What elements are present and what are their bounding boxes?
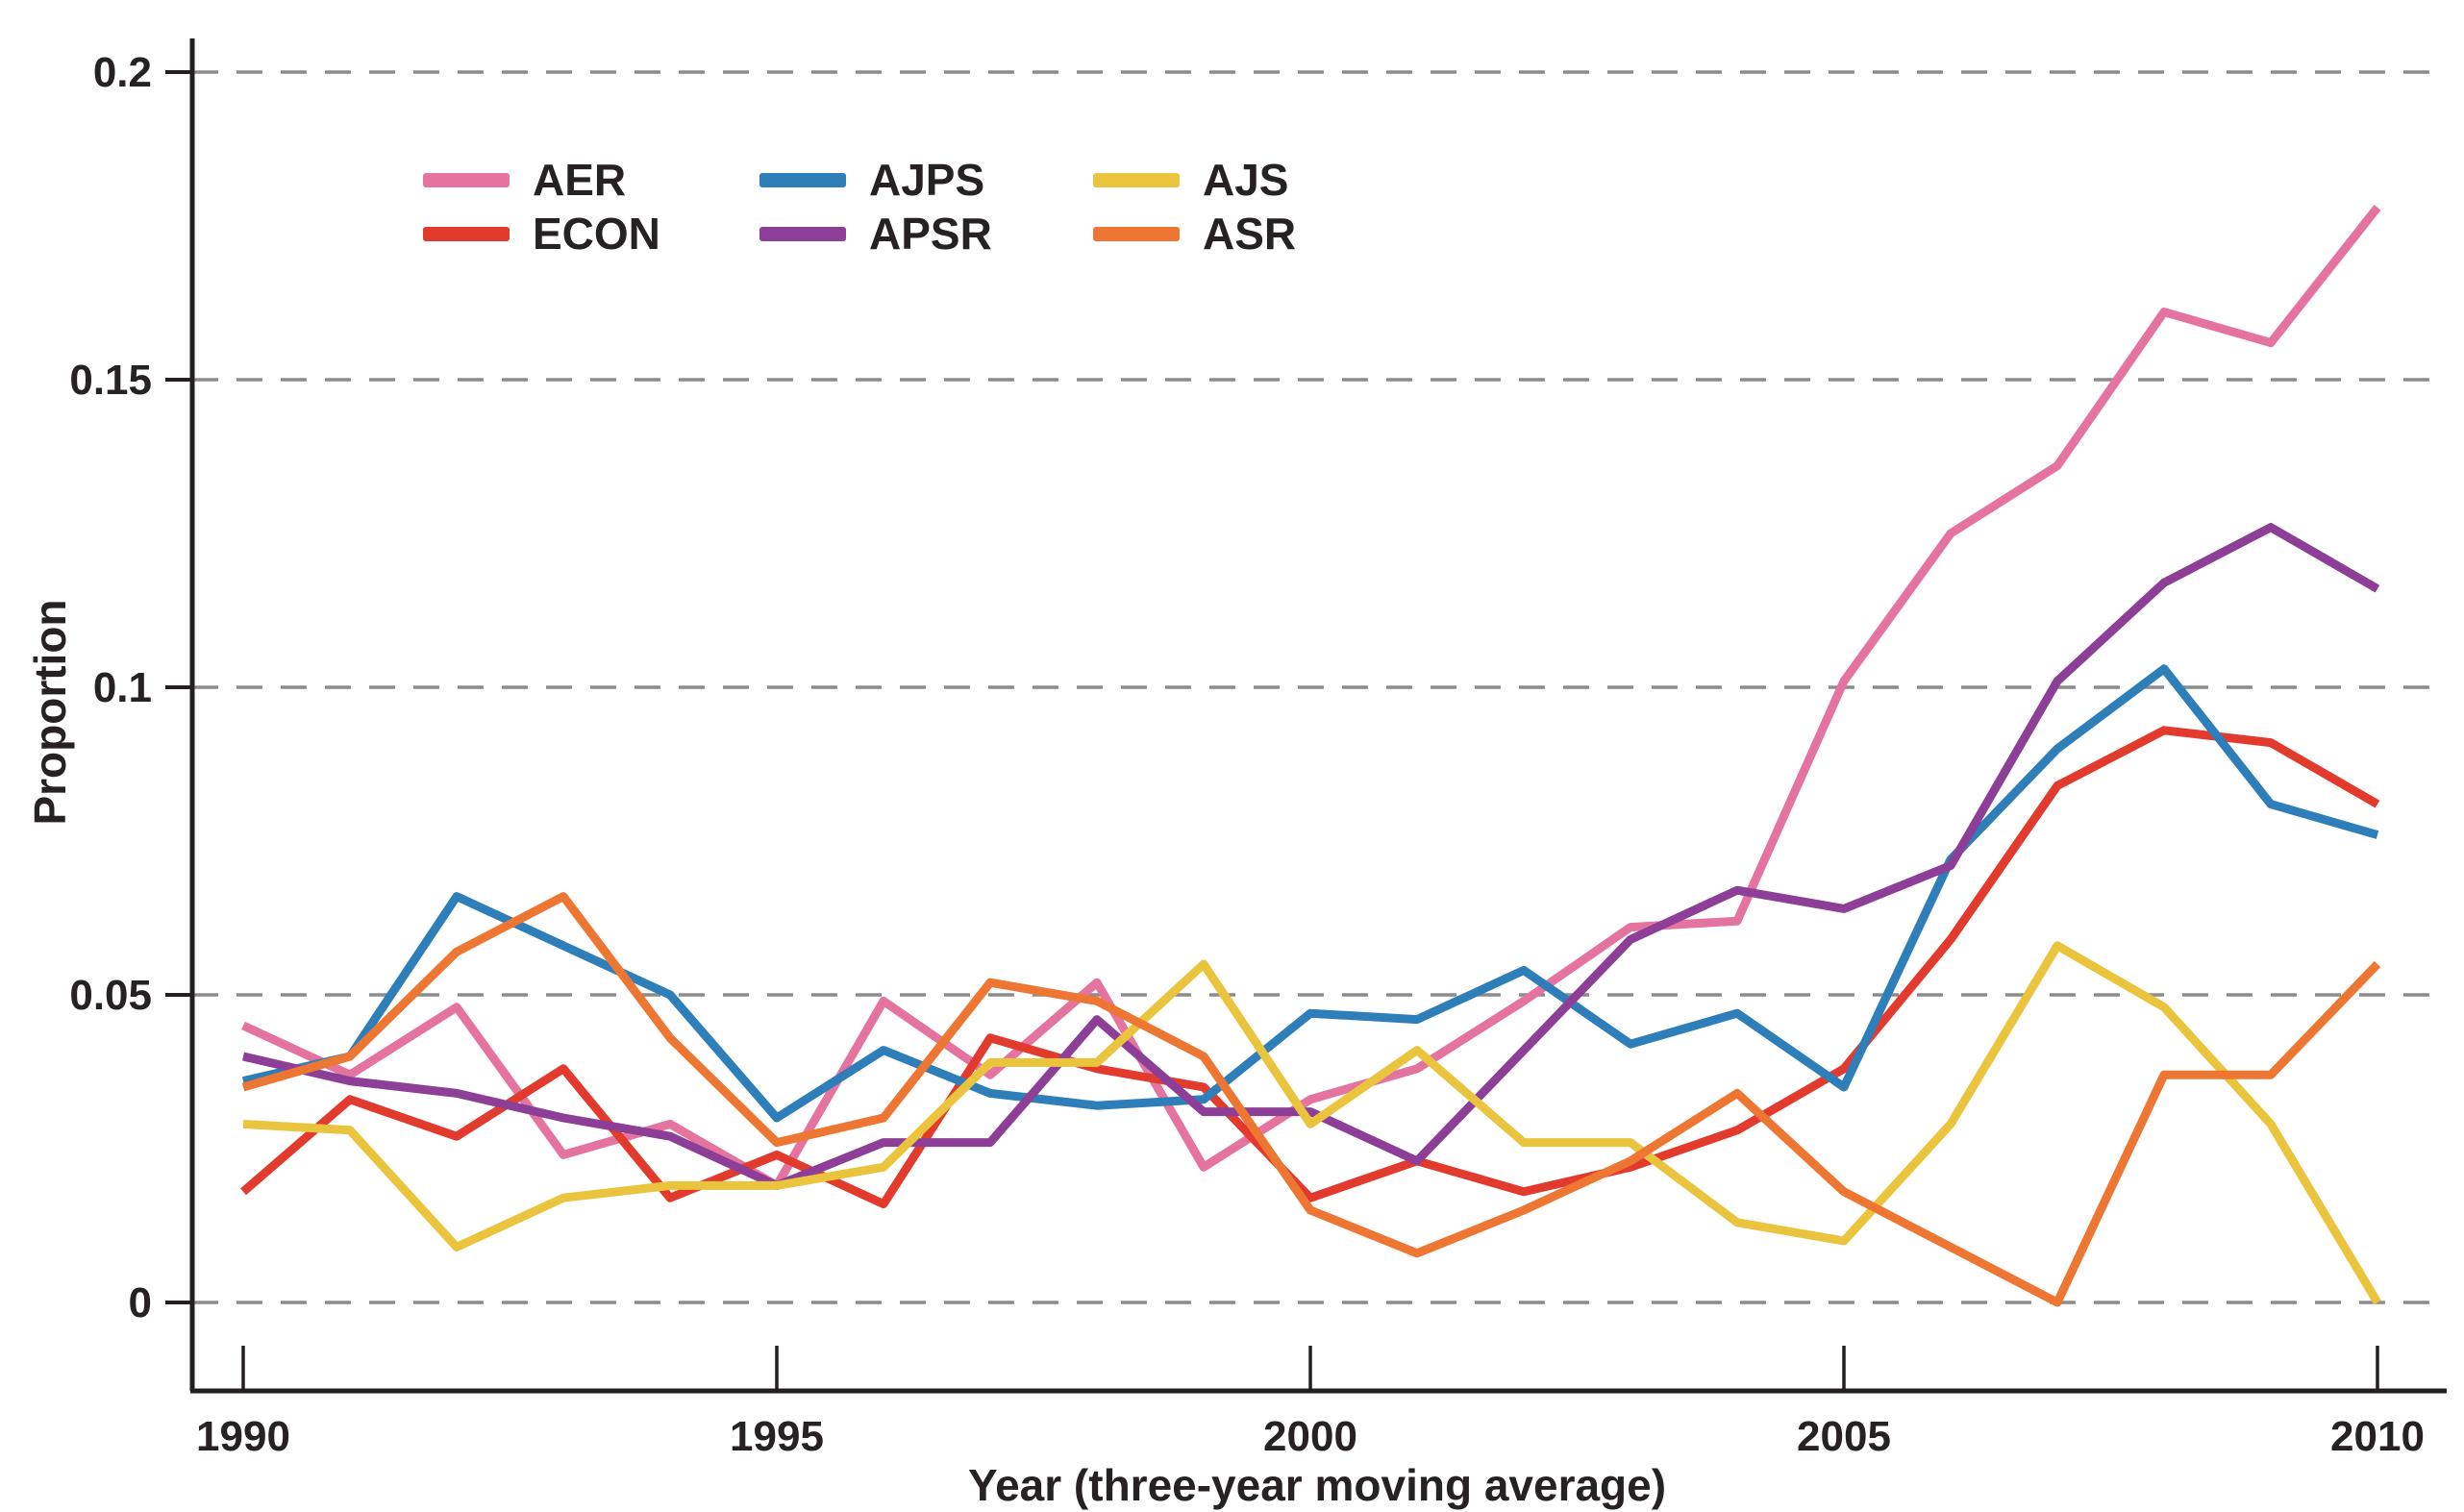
- axes: [189, 38, 2447, 1394]
- series-line-ASR: [241, 892, 2381, 1307]
- x-tick-label: 1990: [196, 1413, 290, 1460]
- legend-swatch-APSR: [759, 226, 846, 241]
- legend-label: AJPS: [869, 155, 985, 205]
- x-tick-label: 2005: [1797, 1413, 1891, 1460]
- y-axis-title: Proportion: [25, 599, 75, 826]
- legend-label: AER: [533, 155, 627, 205]
- series-line-AJS: [242, 941, 2381, 1305]
- y-tick-label: 0.1: [93, 664, 152, 711]
- legend-swatch-AER: [423, 172, 510, 187]
- x-axis-title: Year (three-year moving average): [967, 1460, 1667, 1510]
- legend-item-ASR: ASR: [1093, 210, 1296, 258]
- y-tick-label: 0.15: [69, 357, 152, 404]
- legend-swatch-ASR: [1093, 226, 1180, 241]
- y-tick-label: 0.2: [93, 49, 152, 96]
- legend-label: APSR: [869, 209, 992, 259]
- gridlines: [192, 70, 2447, 1304]
- x-tick-label: 2010: [2330, 1413, 2425, 1460]
- tick-marks: [165, 70, 2379, 1391]
- series-line-AJPS: [241, 664, 2379, 1123]
- x-tick-label: 2000: [1263, 1413, 1357, 1460]
- legend-swatch-AJS: [1093, 172, 1180, 187]
- legend-item-AJS: AJS: [1093, 156, 1288, 204]
- legend-item-APSR: APSR: [759, 210, 992, 258]
- legend-label: ASR: [1203, 209, 1297, 259]
- legend-label: AJS: [1203, 155, 1289, 205]
- legend-item-AER: AER: [423, 156, 626, 204]
- series-line-ECON: [240, 726, 2380, 1209]
- legend-swatch-ECON: [423, 226, 510, 241]
- series-lines: [240, 205, 2381, 1307]
- legend-label: ECON: [533, 209, 660, 259]
- y-tick-label: 0.05: [69, 972, 152, 1019]
- series-line-AER: [241, 205, 2381, 1190]
- legend-swatch-AJPS: [759, 172, 846, 187]
- tick-labels: 0 0.05 0.1 0.15 0.2 1990 1995 2000 2005 2010: [69, 49, 2425, 1460]
- series-line-APSR: [241, 523, 2380, 1190]
- y-tick-label: 0: [129, 1279, 152, 1326]
- legend-item-AJPS: AJPS: [759, 156, 984, 204]
- legend-item-ECON: ECON: [423, 210, 660, 258]
- x-tick-label: 1995: [730, 1413, 824, 1460]
